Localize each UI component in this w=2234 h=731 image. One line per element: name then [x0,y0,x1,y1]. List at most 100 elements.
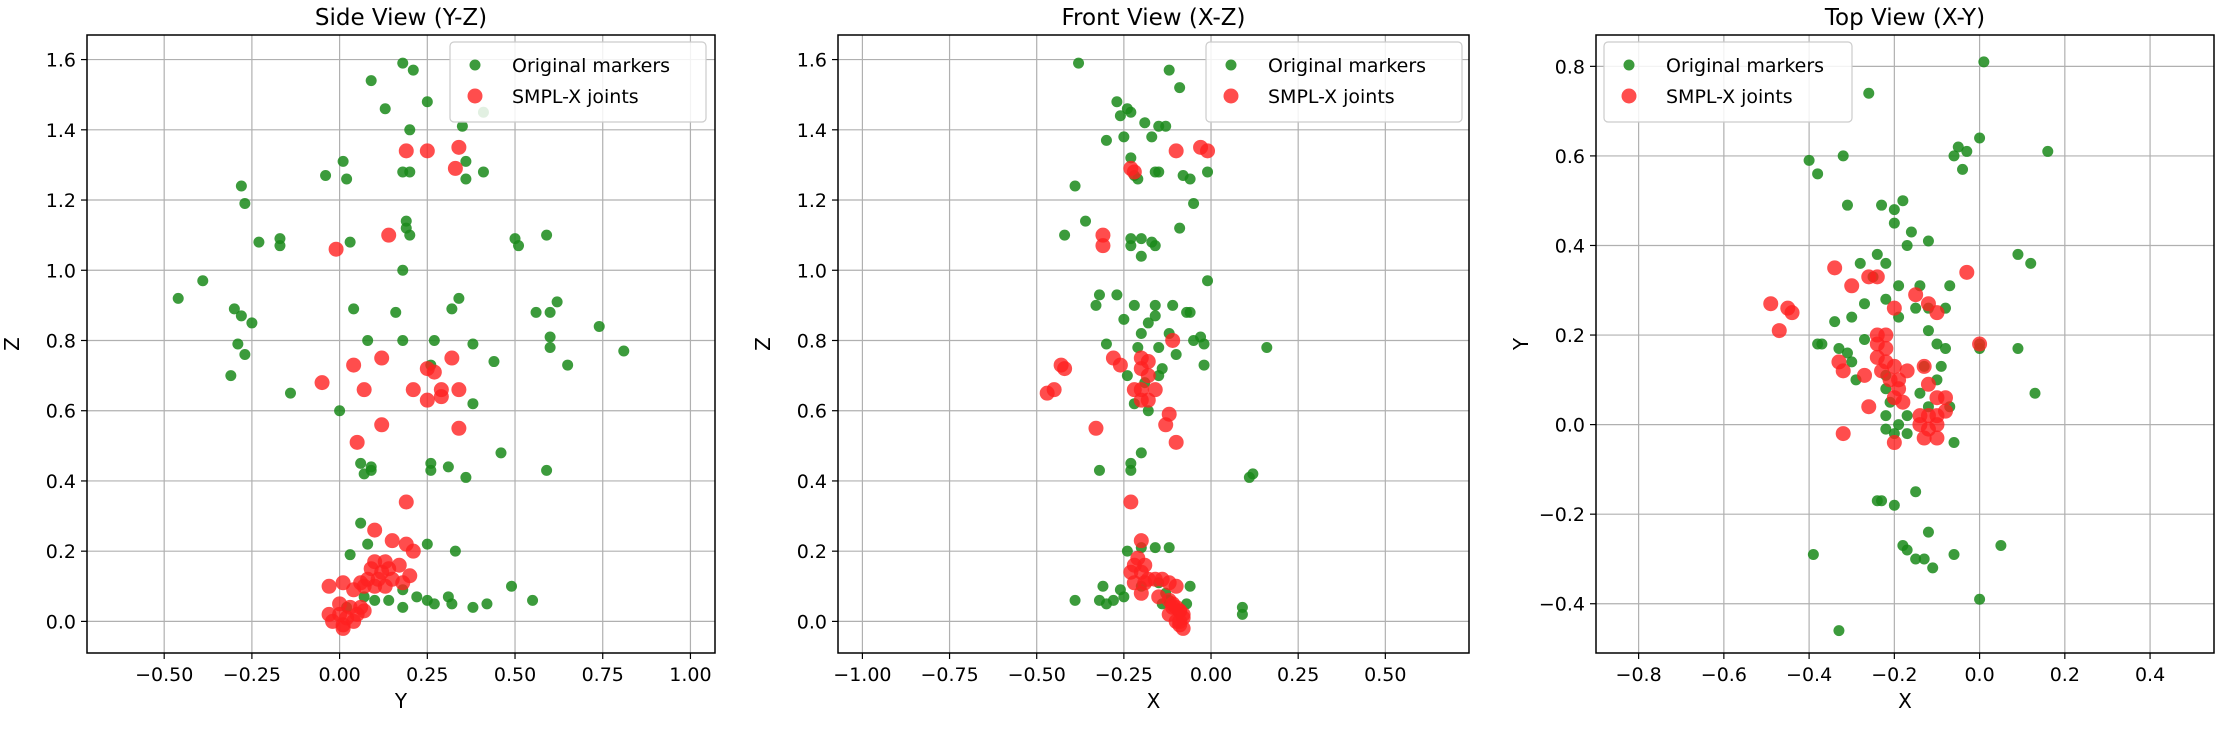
original-marker-point [1876,199,1888,211]
original-marker-point [1125,152,1137,164]
original-marker-point [467,338,479,350]
smplx-joint-point [356,578,372,594]
front-view-y-tick-label: 0.2 [797,541,827,563]
smplx-joint-point [1172,613,1188,629]
smplx-joint-point [1053,357,1069,373]
original-marker-point [1880,293,1892,305]
top-view-y-tick-label: 0.8 [1555,56,1585,78]
smplx-joint-point [1916,358,1932,374]
side-view-x-tick-label: 0.25 [406,664,448,686]
smplx-joint-point [398,143,414,159]
original-marker-point [1888,499,1900,511]
original-marker-point [2025,257,2037,269]
original-marker-point [1897,195,1909,207]
smplx-joint-point [1937,390,1953,406]
smplx-joint-point [1095,238,1111,254]
original-marker-point [1807,548,1819,560]
legend-label-smplx: SMPL-X joints [512,86,639,108]
top-view-x-tick-label: −0.6 [1701,664,1747,686]
front-view-title: Front View (X-Z) [1062,5,1246,31]
side-view-legend: Original markers SMPL-X joints [449,41,707,123]
original-marker-point [1135,327,1147,339]
original-marker-point [1163,542,1175,554]
original-marker-point [1073,57,1085,69]
original-marker-point [1974,132,1986,144]
original-marker-point [506,580,518,592]
smplx-joint-point [433,389,449,405]
original-marker-point [1910,486,1922,498]
original-marker-point [544,331,556,343]
smplx-joint-point [1165,599,1181,615]
original-marker-point [1059,229,1071,241]
original-marker-point [397,264,409,276]
smplx-joint-point [356,382,372,398]
smplx-joint-point [444,350,460,366]
front-view-y-tick-label: 1.4 [797,120,827,142]
original-marker-point [1153,166,1165,178]
original-marker-point [379,103,391,115]
original-marker-point [1188,198,1200,210]
smplx-joint-point [381,227,397,243]
smplx-joint-point [1972,336,1988,352]
front-view-y-tick-label: 0.0 [797,611,827,633]
original-marker-point [1859,298,1871,310]
original-marker-point [1833,625,1845,637]
side-view-plot-frame [86,34,716,654]
original-marker-point [1927,562,1939,574]
original-marker-point [1922,526,1934,538]
original-marker-point [1918,553,1930,565]
front-view-x-tick-label: 0.25 [1277,664,1319,686]
front-view-legend: Original markers SMPL-X joints [1205,41,1463,123]
legend-label-smplx: SMPL-X joints [1268,86,1395,108]
original-marker-point [1174,82,1186,94]
original-marker-point [1901,410,1913,422]
front-view-x-tick-label: −1.00 [833,664,891,686]
smplx-joint-point [1200,143,1216,159]
original-marker-point [1901,428,1913,440]
original-marker-point [1174,222,1186,234]
original-marker-point [551,296,563,308]
smplx-joint-point [328,241,344,257]
smplx-joint-point [1937,403,1953,419]
original-marker-point [232,338,244,350]
original-marker-point [1961,145,1973,157]
original-marker-point [1922,325,1934,337]
side-view-y-tick-label: 0.0 [46,611,76,633]
original-marker-point [284,387,296,399]
smplx-joint-point [451,382,467,398]
original-marker-point [1139,117,1151,129]
original-marker-point [1944,280,1956,292]
top-view-x-tick-label: 0.4 [2135,664,2165,686]
front-view-y-axis-label: Z [751,337,775,351]
front-view-y-tick-label: 0.8 [797,330,827,352]
original-marker-point [239,198,251,210]
original-marker-point [407,64,419,76]
original-marker-point [1974,593,1986,605]
original-marker-point [446,598,458,610]
original-marker-point [228,303,240,315]
original-marker-point [1202,275,1214,287]
original-marker-point [337,155,349,167]
smplx-joint-point [356,603,372,619]
original-marker-point [334,405,346,417]
front-view-y-tick-label: 1.6 [797,50,827,72]
legend-marker-smplx [467,88,483,104]
original-marker-point [1261,342,1273,354]
smplx-joint-point [1857,367,1873,383]
original-marker-point [1080,215,1092,227]
original-marker-point [1888,217,1900,229]
original-marker-point [495,447,507,459]
top-view-y-axis-label: Y [1509,337,1533,351]
legend-box [1205,41,1463,123]
original-marker-point [1841,347,1853,359]
top-view-legend: Original markers SMPL-X joints [1603,41,1853,123]
front-view-x-tick-label: −0.25 [1095,664,1153,686]
original-marker-point [355,457,367,469]
side-view-y-tick-label: 1.6 [46,50,76,72]
original-marker-point [1871,248,1883,260]
original-marker-point [1160,120,1172,132]
smplx-joint-point [405,543,421,559]
original-marker-point [467,398,479,410]
original-marker-point [1107,594,1119,606]
smplx-joint-point [1133,533,1149,549]
